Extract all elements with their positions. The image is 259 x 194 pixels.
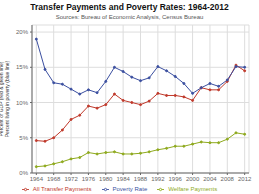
html-text:All Transfer Payments: All Transfer Payments [32,186,92,192]
svg-text:2004: 2004 [203,176,217,182]
svg-text:1984: 1984 [116,176,130,182]
svg-text:20%: 20% [16,29,29,35]
svg-text:Percent of GDP (red & green li: Percent of GDP (red & green line)Percent… [8,60,10,137]
html-text:Poverty Rate: Poverty Rate [112,186,148,192]
svg-text:5%: 5% [19,135,28,141]
html-text:Sources: Bureau of Economic An: Sources: Bureau of Economic Analysis, Ce… [55,14,204,20]
svg-text:1980: 1980 [99,176,113,182]
svg-text:1976: 1976 [82,176,96,182]
svg-text:2000: 2000 [186,176,200,182]
svg-text:15%: 15% [16,64,29,70]
svg-text:1968: 1968 [47,176,61,182]
svg-text:1996: 1996 [169,176,183,182]
html-text:Welfare Payments: Welfare Payments [168,186,218,192]
svg-text:2012: 2012 [238,176,251,182]
svg-text:0%: 0% [19,170,28,176]
svg-text:1972: 1972 [64,176,78,182]
svg-text:1988: 1988 [134,176,148,182]
svg-text:1992: 1992 [151,176,165,182]
svg-text:2008: 2008 [221,176,235,182]
svg-text:10%: 10% [16,100,29,106]
svg-text:1964: 1964 [30,176,44,182]
html-text:Transfer Payments and Poverty: Transfer Payments and Poverty Rates: 196… [30,2,229,12]
